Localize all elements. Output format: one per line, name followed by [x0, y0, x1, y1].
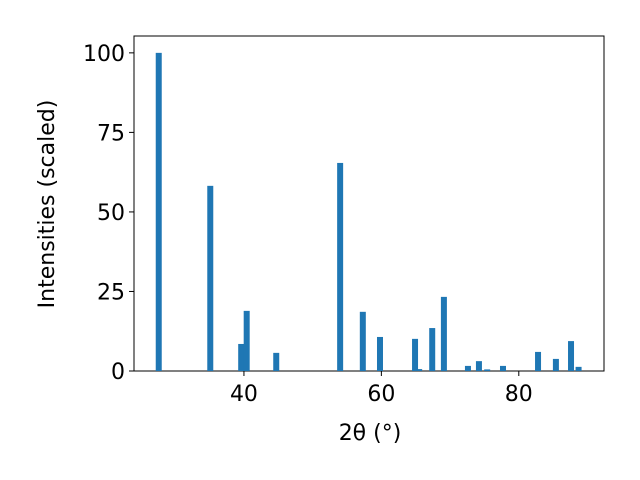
- bar: [273, 352, 280, 371]
- bar: [207, 185, 214, 371]
- y-tick-label: 75: [97, 121, 125, 146]
- bar: [475, 361, 482, 371]
- plot-frame: [133, 35, 605, 372]
- bar: [440, 296, 447, 371]
- bar: [535, 351, 542, 371]
- y-axis-label: Intensities (scaled): [35, 100, 60, 309]
- bar: [568, 341, 575, 371]
- bar: [376, 336, 383, 371]
- bar: [484, 369, 491, 371]
- bar: [337, 162, 344, 371]
- y-tick-label: 0: [111, 360, 125, 385]
- bar: [416, 369, 423, 371]
- bar: [243, 310, 250, 371]
- y-tick-label: 100: [83, 42, 125, 67]
- y-tick-label: 50: [97, 201, 125, 226]
- bar: [575, 366, 582, 371]
- bar: [499, 365, 506, 371]
- bar: [412, 338, 419, 371]
- bar: [464, 365, 471, 371]
- x-tick-label: 60: [367, 382, 395, 407]
- bar: [429, 328, 436, 371]
- y-tick-label: 25: [97, 280, 125, 305]
- bar: [552, 358, 559, 371]
- bar: [155, 52, 162, 371]
- bar: [359, 311, 366, 371]
- bar: [238, 343, 245, 371]
- x-axis-label: 2θ (°): [339, 421, 402, 446]
- x-tick-label: 80: [505, 382, 533, 407]
- x-tick-label: 40: [230, 382, 258, 407]
